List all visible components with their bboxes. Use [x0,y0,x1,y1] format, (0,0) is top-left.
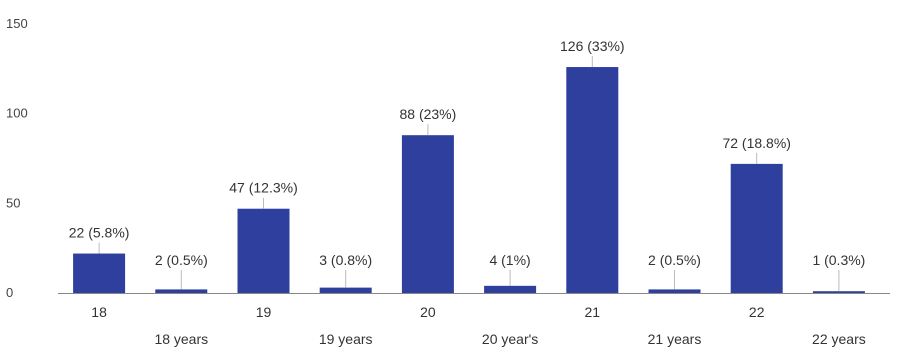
y-tick-label: 50 [6,195,20,210]
bar [812,291,865,293]
bar [237,208,290,293]
y-tick-label: 100 [6,106,28,121]
bar [648,289,701,293]
x-tick-label: 20 [420,304,436,320]
bar-value-label: 72 (18.8%) [722,135,790,151]
y-tick-label: 0 [6,285,13,300]
x-tick-label: 20 year's [482,331,538,347]
bar [566,67,619,293]
x-axis-ticks: 18 18 years 19 19 years 20 20 year's 21 21 year… [91,304,865,347]
x-tick-label: 19 [256,304,272,320]
bar-value-label: 4 (1%) [489,252,530,268]
bars [73,67,865,293]
bar-value-label: 88 (23%) [399,106,456,122]
bar-value-label: 1 (0.3%) [812,252,865,268]
bar [730,163,783,293]
x-tick-label: 18 [91,304,107,320]
y-axis-ticks: 0 50 100 150 [6,16,28,300]
bar-value-label: 22 (5.8%) [69,225,130,241]
bar-value-label: 3 (0.8%) [319,252,372,268]
bar [484,285,537,293]
x-tick-label: 18 years [154,331,208,347]
bar-value-label: 2 (0.5%) [155,252,208,268]
bar [319,287,372,293]
bar [73,253,126,293]
label-leader-lines [98,56,840,292]
x-tick-label: 22 years [812,331,866,347]
x-tick-label: 21 [585,304,601,320]
y-tick-label: 150 [6,16,28,31]
bar [401,135,454,293]
bar-value-label: 2 (0.5%) [648,252,701,268]
x-tick-label: 22 [749,304,765,320]
bar-value-label: 47 (12.3%) [229,180,297,196]
bar [155,289,208,293]
bar-value-label: 126 (33%) [560,38,625,54]
bar-value-labels: 22 (5.8%) 2 (0.5%) 47 (12.3%) 3 (0.8%) 88 (2… [69,38,866,268]
x-tick-label: 21 years [648,331,702,347]
x-tick-label: 19 years [319,331,373,347]
